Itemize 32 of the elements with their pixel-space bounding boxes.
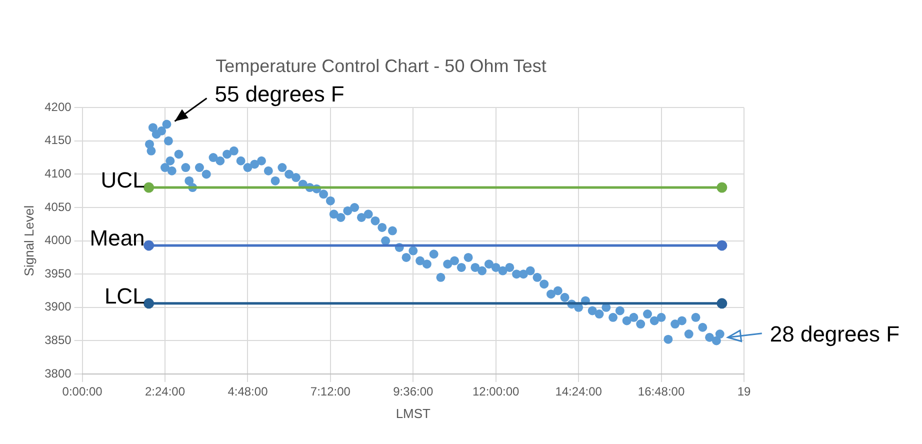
x-tick-label: 7:12:00 xyxy=(310,384,351,399)
x-tick-label: 9:36:00 xyxy=(393,384,434,399)
point xyxy=(716,240,728,251)
x-tick-label: 4:48:00 xyxy=(228,384,268,399)
annotation: 28 degrees F xyxy=(770,321,900,346)
x-axis-title: LMST xyxy=(396,406,431,421)
y-tick-label: 4050 xyxy=(44,200,72,214)
series-label: UCL xyxy=(100,168,145,193)
x-tick-label: 14:24:00 xyxy=(555,384,602,399)
point xyxy=(716,182,728,193)
annotation: 55 degrees F xyxy=(214,81,344,106)
y-tick-label: 4100 xyxy=(44,166,72,181)
y-tick-label: 4150 xyxy=(44,133,72,148)
y-tick-label: 3950 xyxy=(44,266,72,280)
point xyxy=(144,240,154,251)
y-axis-title: Signal Level xyxy=(21,205,36,276)
chart-title: Temperature Control Chart - 50 Ohm Test xyxy=(216,56,546,76)
y-tick-label: 3800 xyxy=(44,366,72,380)
x-tick-label: 16:48:00 xyxy=(638,384,685,399)
x-tick-label: 2:24:00 xyxy=(144,384,186,399)
point xyxy=(144,182,154,193)
x-tick-label: 19 xyxy=(737,384,751,399)
series-label: Mean xyxy=(90,226,145,251)
y-tick-label: 3850 xyxy=(44,333,72,348)
x-tick-label: 12:00:00 xyxy=(472,384,520,399)
series-label: LCL xyxy=(104,283,145,308)
y-tick-label: 4200 xyxy=(44,100,72,114)
x-tick-label: 0:00:00 xyxy=(62,384,103,399)
point xyxy=(144,298,154,309)
point xyxy=(716,298,728,309)
y-tick-label: 4000 xyxy=(44,233,72,248)
y-tick-label: 3900 xyxy=(44,300,72,314)
